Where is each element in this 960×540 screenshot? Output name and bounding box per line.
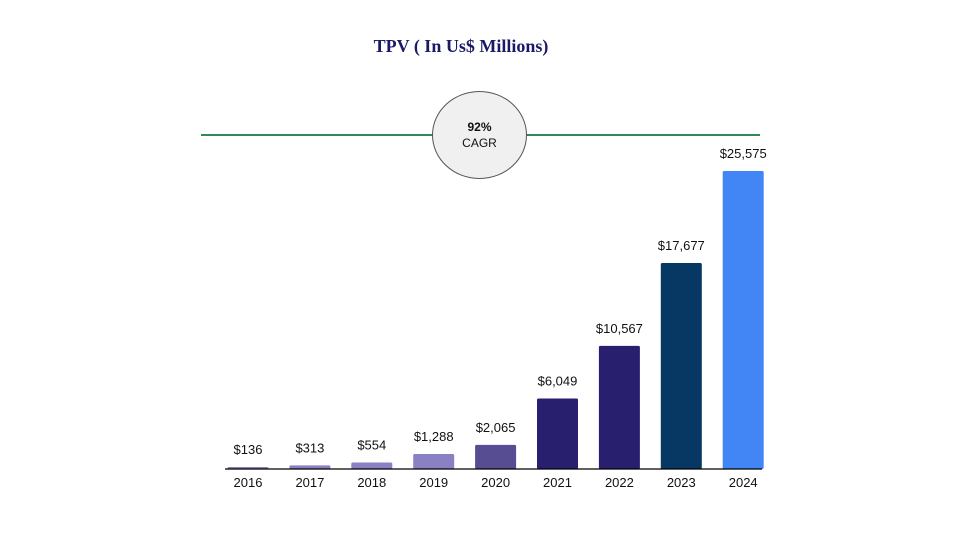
value-label-2018: $554 <box>357 438 386 453</box>
bar-2021 <box>537 398 578 469</box>
bar-2017 <box>289 465 331 469</box>
labels-layer: $136 2016 $313 2017 $554 2018 $1,288 2019 $2,065… <box>234 146 767 490</box>
bar-2018 <box>351 462 393 469</box>
bar-2024 <box>722 171 764 469</box>
x-tick-label-2021: 2021 <box>543 475 572 490</box>
x-tick-label-2017: 2017 <box>295 475 324 490</box>
bars-layer <box>227 171 764 469</box>
x-tick-label-2016: 2016 <box>234 475 263 490</box>
value-label-2021: $6,049 <box>538 374 578 389</box>
value-label-2022: $10,567 <box>596 321 643 336</box>
value-label-2019: $1,288 <box>414 429 454 444</box>
value-label-2024: $25,575 <box>720 146 767 161</box>
x-tick-label-2023: 2023 <box>667 475 696 490</box>
x-tick-label-2024: 2024 <box>729 475 758 490</box>
cagr-value: 92% <box>467 120 492 134</box>
x-tick-label-2019: 2019 <box>419 475 448 490</box>
value-label-2017: $313 <box>295 440 324 455</box>
value-label-2020: $2,065 <box>476 420 516 435</box>
cagr-badge: 92% CAGR <box>432 91 527 179</box>
bar-2022 <box>598 345 640 469</box>
value-label-2016: $136 <box>234 442 263 457</box>
cagr-label: CAGR <box>462 136 497 150</box>
x-tick-label-2020: 2020 <box>481 475 510 490</box>
x-tick-label-2022: 2022 <box>605 475 634 490</box>
value-label-2023: $17,677 <box>658 238 705 253</box>
bar-2023 <box>660 263 702 469</box>
bar-2019 <box>413 454 455 469</box>
chart-title: TPV ( In Us$ Millions) <box>373 36 549 56</box>
x-tick-label-2018: 2018 <box>357 475 386 490</box>
bar-2020 <box>475 444 517 469</box>
